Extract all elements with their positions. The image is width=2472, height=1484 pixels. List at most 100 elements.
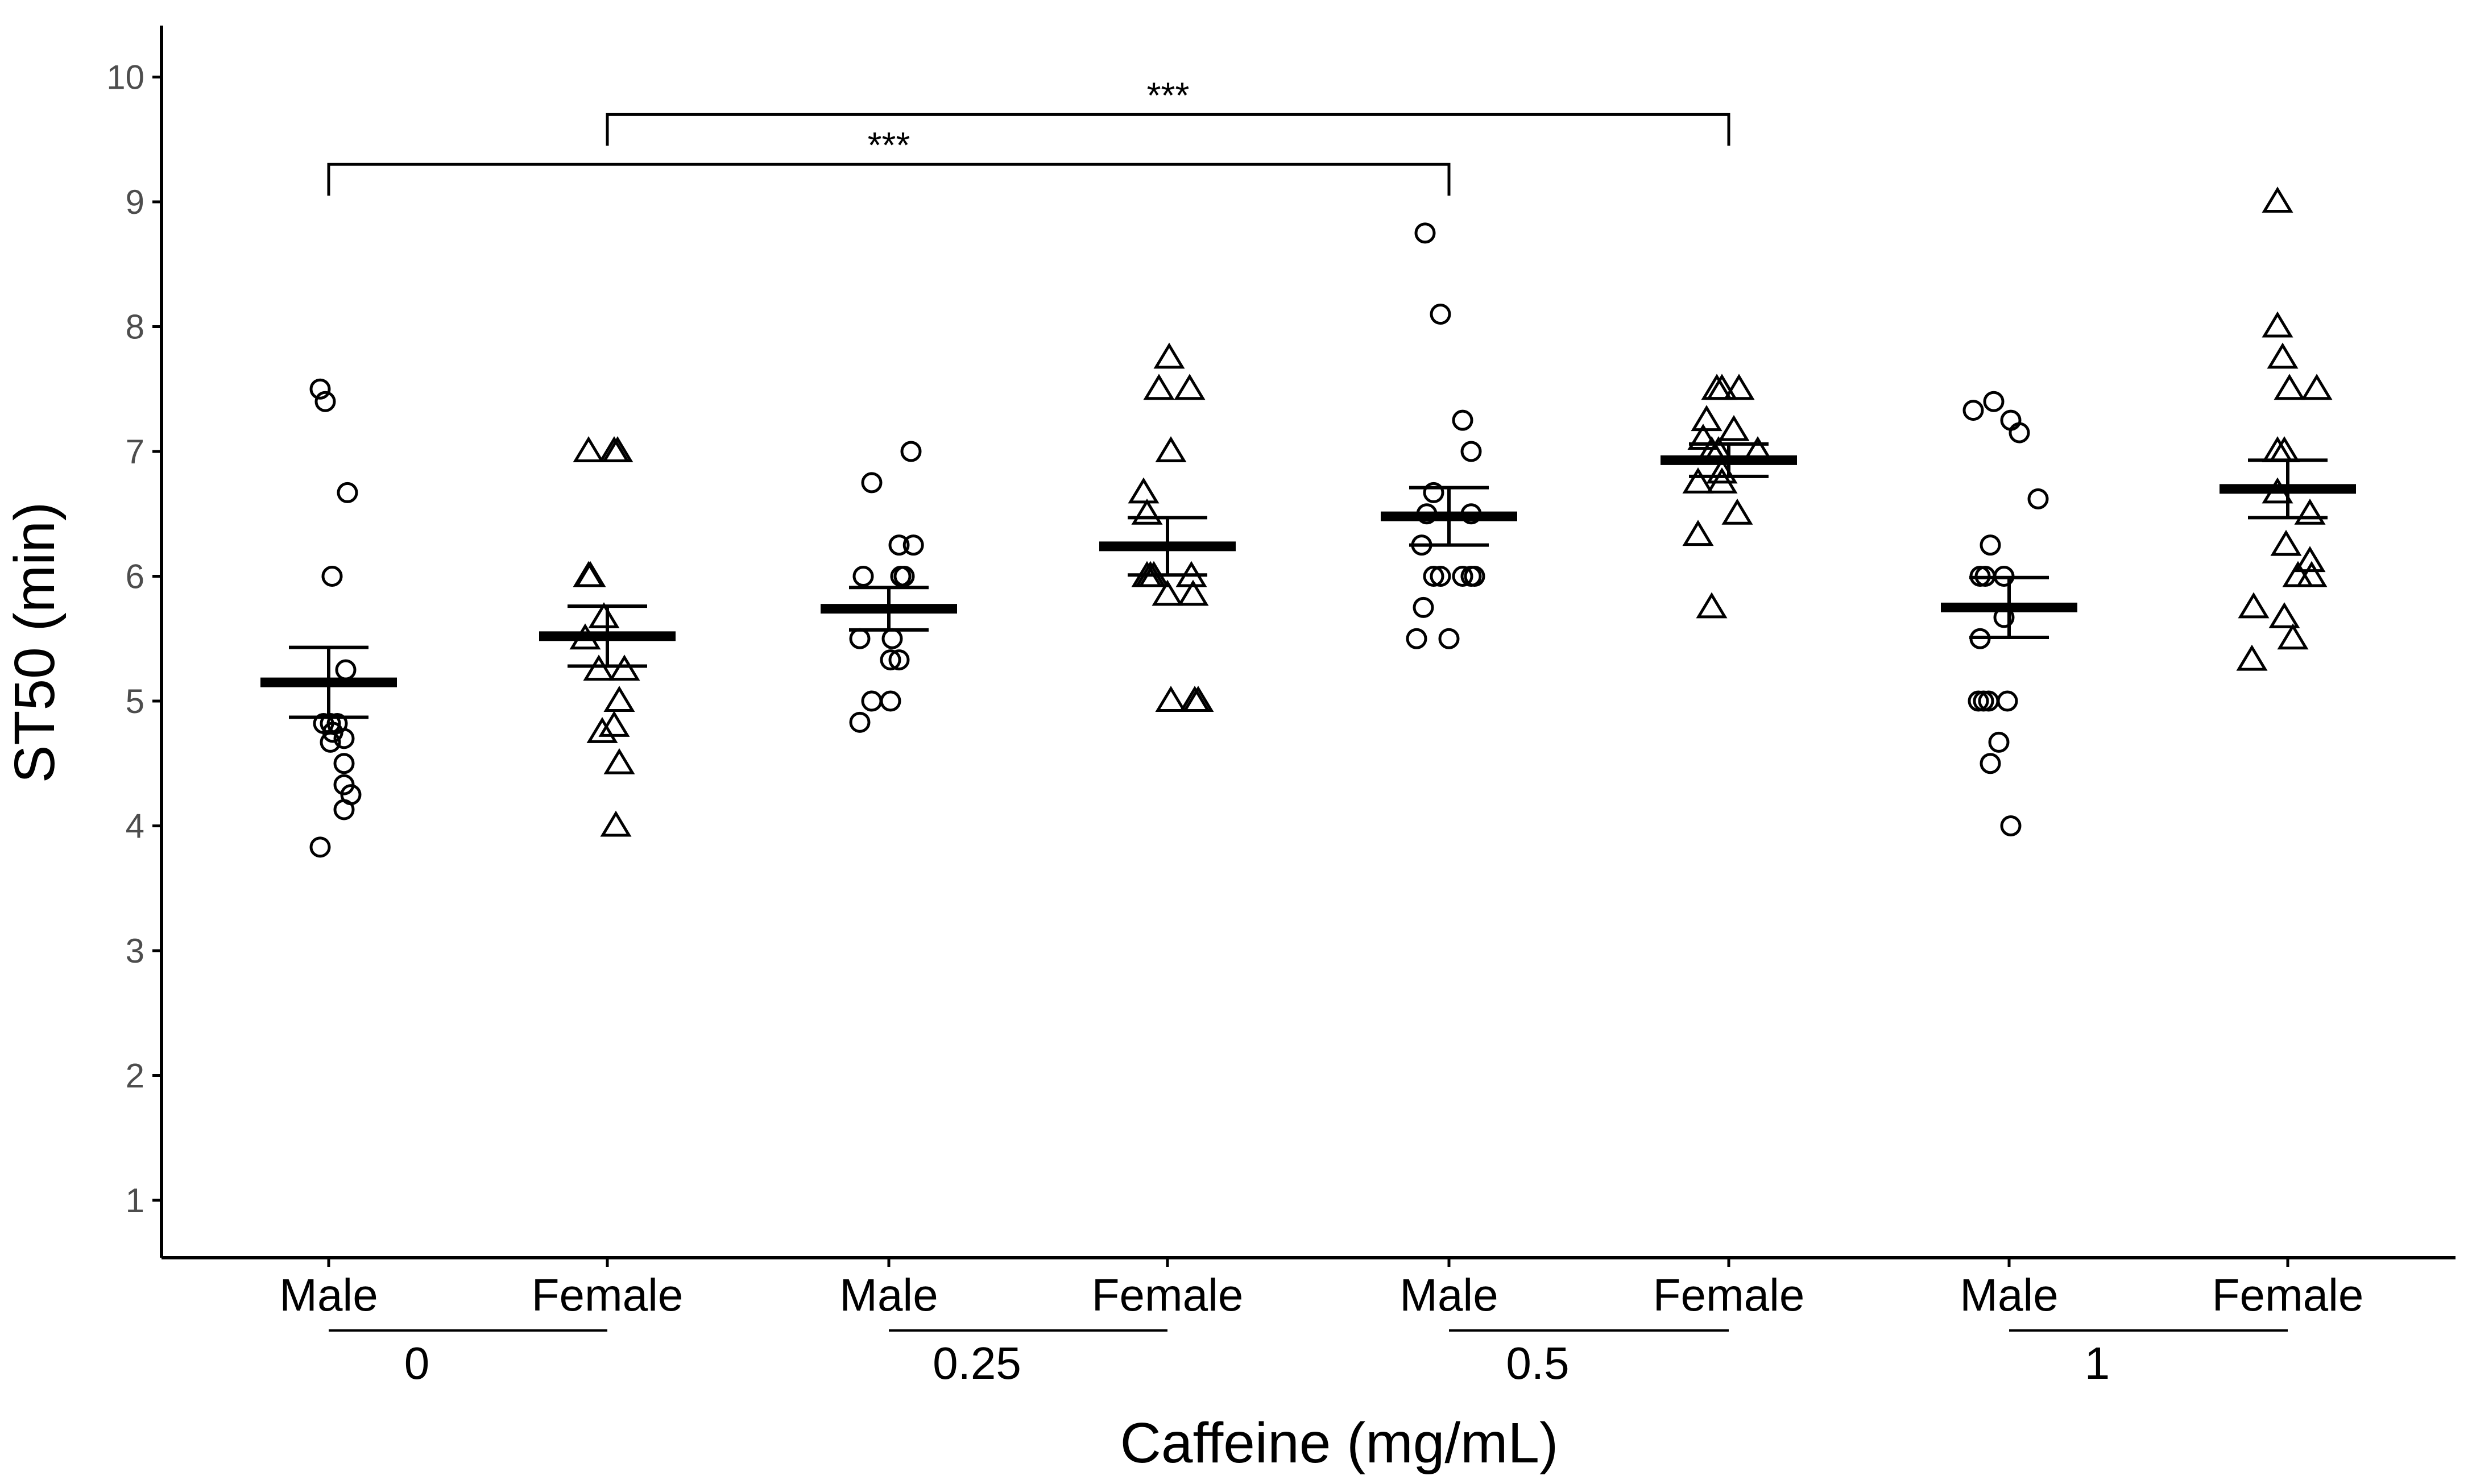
data-point-circle [333,753,355,774]
data-point-circle [1452,566,1473,587]
data-point-circle [321,566,343,587]
y-tick-label: 6 [126,558,144,596]
x-tick-label-male: Male [839,1270,938,1320]
x-tick-label-male: Male [1399,1270,1498,1320]
data-point-triangle [602,436,633,462]
data-point-triangle [2274,374,2305,400]
data-point-circle [902,534,924,556]
data-point-circle [309,836,331,858]
data-point-circle [861,690,883,712]
mean-sem-markers [260,442,2356,719]
data-point-circle [337,482,358,503]
data-point-circle [1413,596,1434,618]
y-axis-title: ST50 (min) [3,502,67,784]
data-point-circle [2000,815,2022,836]
x-axis-title: Caffeine (mg/mL) [1120,1411,1559,1475]
data-point-triangle [2262,311,2293,338]
data-point-triangle [2270,529,2302,556]
y-tick-label: 4 [126,807,144,845]
data-point-triangle [1155,436,1187,462]
dose-group-label: 0.5 [1506,1338,1569,1388]
data-point-triangle [1152,579,1183,606]
data-point-circle [1438,628,1460,649]
data-point-circle [320,731,341,753]
y-tick-label: 9 [126,183,144,221]
data-point-circle [309,378,331,400]
data-point-triangle [586,717,618,743]
data-point-triangle [1723,374,1755,400]
data-point-triangle [2262,186,2293,213]
data-point-triangle [1691,405,1722,432]
data-point-triangle [1687,424,1719,450]
data-point-circle [881,628,903,649]
data-point-circle [1452,409,1473,431]
data-point-triangle [1682,520,1714,546]
data-point-triangle [1128,477,1160,504]
data-point-triangle [2277,623,2309,650]
data-point-circle [1414,222,1436,244]
data-point-triangle [583,654,615,681]
data-point-triangle [1721,498,1753,525]
significance-label: *** [1147,74,1190,115]
data-point-circle [893,566,915,587]
data-point-triangle [1682,467,1714,494]
data-point-circle [849,628,871,649]
data-point-circle [333,728,355,749]
data-point-circle [1423,482,1444,503]
data-point-triangle [2267,342,2299,369]
dose-group-label: 0.25 [933,1338,1021,1388]
x-tick-label-female: Female [1653,1270,1805,1320]
data-point-circle [1980,534,2001,556]
data-point-triangle [1706,467,1738,494]
data-point-triangle [2268,602,2300,628]
data-point-circle [1423,566,1444,587]
data-point-circle [1988,731,2010,753]
data-point-triangle [1174,374,1206,400]
data-point-triangle [598,711,630,737]
data-point-triangle [1706,374,1738,400]
y-tick-label: 5 [126,682,144,720]
data-points [309,186,2333,858]
dose-group-label: 0 [404,1338,430,1388]
data-point-triangle [603,686,635,712]
data-point-triangle [573,561,604,587]
data-point-circle [1430,566,1451,587]
data-point-triangle [600,810,632,837]
data-point-triangle [1177,579,1209,606]
x-tick-label-female: Female [2212,1270,2364,1320]
data-point-triangle [1131,498,1163,525]
data-point-triangle [2296,561,2328,587]
data-point-triangle [2301,374,2333,400]
data-point-triangle [608,654,640,681]
data-point-triangle [1155,686,1187,712]
y-tick-label: 2 [126,1057,144,1095]
data-point-triangle [1182,686,1214,712]
data-point-triangle [1696,592,1728,619]
data-point-circle [1430,304,1451,325]
data-point-circle [861,472,883,494]
y-tick-label: 3 [126,932,144,970]
y-tick-label: 10 [106,59,144,97]
data-point-triangle [2236,644,2268,671]
data-point-circle [1464,566,1485,587]
x-tick-label-female: Female [1092,1270,1244,1320]
data-point-circle [1406,628,1427,649]
x-tick-label-male: Male [279,1270,378,1320]
data-point-circle [880,690,901,712]
data-point-triangle [2294,498,2326,525]
data-point-circle [1980,753,2001,774]
data-point-circle [888,649,910,671]
data-point-circle [900,441,922,462]
data-point-triangle [588,602,620,628]
data-point-circle [1983,391,2005,412]
data-point-circle [335,659,357,681]
data-point-circle [333,799,355,820]
data-point-triangle [1143,374,1175,400]
significance-brackets: *** *** [327,74,1730,196]
data-point-circle [1460,441,1482,462]
y-tick-label: 7 [126,433,144,471]
data-point-triangle [2294,546,2326,573]
y-tick-label: 1 [126,1182,144,1220]
